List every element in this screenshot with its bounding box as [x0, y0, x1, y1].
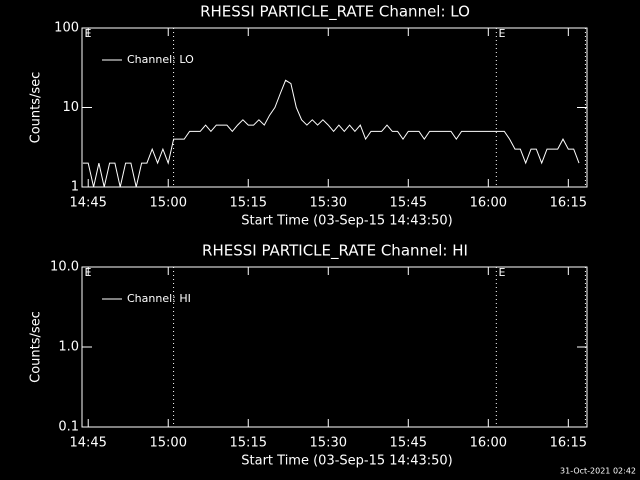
x-axis-label: Start Time (03-Sep-15 14:43:50) [241, 214, 452, 229]
y-tick-label: 1 [71, 180, 79, 195]
x-tick-label: 15:15 [230, 436, 267, 451]
x-tick-label: 15:45 [390, 436, 427, 451]
x-tick-label: 15:00 [150, 196, 187, 211]
chart-title: RHESSI PARTICLE_RATE Channel: HI [202, 242, 468, 261]
x-tick-label: 14:45 [69, 196, 106, 211]
x-tick-label: 15:00 [150, 436, 187, 451]
event-label: E [84, 266, 91, 279]
y-axis-label: Counts/sec [29, 72, 44, 144]
event-label: E [498, 27, 505, 40]
x-tick-label: 15:30 [310, 436, 347, 451]
x-axis-label: Start Time (03-Sep-15 14:43:50) [241, 454, 452, 469]
x-tick-label: 15:45 [390, 196, 427, 211]
x-tick-label: 15:30 [310, 196, 347, 211]
y-tick-label: 100 [54, 21, 79, 36]
legend-label: Channel: HI [127, 292, 191, 305]
y-tick-label: 0.1 [58, 420, 79, 435]
data-line [82, 79, 580, 188]
x-tick-label: 16:15 [550, 436, 587, 451]
footer: 31-Oct-2021 02:42 [560, 467, 636, 476]
legend-label: Channel: LO [127, 53, 194, 66]
event-label: E [498, 266, 505, 279]
x-tick-label: 16:00 [470, 196, 507, 211]
event-label: E [84, 27, 91, 40]
y-axis-label: Counts/sec [29, 311, 44, 383]
y-tick-label: 10 [62, 100, 79, 115]
chart-title: RHESSI PARTICLE_RATE Channel: LO [200, 3, 470, 22]
x-tick-label: 16:00 [470, 436, 507, 451]
x-tick-label: 15:15 [230, 196, 267, 211]
plot-frame [81, 266, 588, 428]
x-tick-label: 14:45 [69, 436, 106, 451]
y-tick-label: 1.0 [58, 340, 79, 355]
x-tick-label: 16:15 [550, 196, 587, 211]
y-tick-label: 10.0 [50, 260, 79, 275]
